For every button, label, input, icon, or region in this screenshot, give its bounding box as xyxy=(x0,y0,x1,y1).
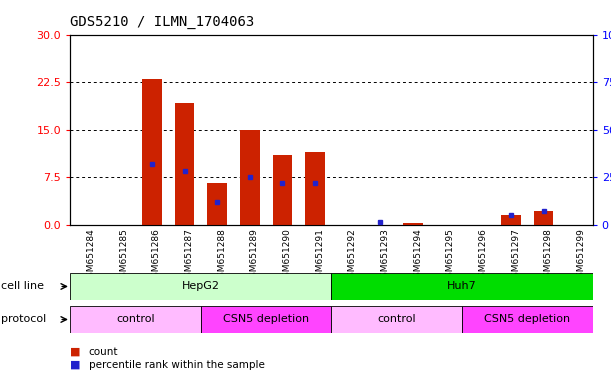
Text: CSN5 depletion: CSN5 depletion xyxy=(223,314,309,324)
Bar xyxy=(331,273,593,300)
Text: GSM651290: GSM651290 xyxy=(282,228,291,283)
Text: protocol: protocol xyxy=(1,314,46,324)
Text: control: control xyxy=(378,314,416,324)
Text: count: count xyxy=(89,347,118,357)
Bar xyxy=(331,306,462,333)
Bar xyxy=(403,223,423,225)
Bar xyxy=(70,306,201,333)
Bar xyxy=(306,152,325,225)
Bar xyxy=(70,273,331,300)
Text: GSM651285: GSM651285 xyxy=(119,228,128,283)
Text: GSM651294: GSM651294 xyxy=(413,228,422,283)
Bar xyxy=(462,306,593,333)
Text: ■: ■ xyxy=(70,360,81,370)
Text: control: control xyxy=(116,314,155,324)
Bar xyxy=(273,155,292,225)
Text: GSM651291: GSM651291 xyxy=(315,228,324,283)
Text: GSM651284: GSM651284 xyxy=(87,228,95,283)
Bar xyxy=(501,215,521,225)
Bar xyxy=(240,130,260,225)
Text: GSM651296: GSM651296 xyxy=(478,228,488,283)
Bar xyxy=(175,103,194,225)
Text: GSM651295: GSM651295 xyxy=(446,228,455,283)
Text: GSM651286: GSM651286 xyxy=(152,228,161,283)
Bar xyxy=(534,211,554,225)
Text: GDS5210 / ILMN_1704063: GDS5210 / ILMN_1704063 xyxy=(70,15,255,29)
Text: GSM651293: GSM651293 xyxy=(381,228,389,283)
Text: GSM651287: GSM651287 xyxy=(185,228,194,283)
Text: GSM651288: GSM651288 xyxy=(217,228,226,283)
Text: ■: ■ xyxy=(70,347,81,357)
Text: GSM651299: GSM651299 xyxy=(576,228,585,283)
Text: CSN5 depletion: CSN5 depletion xyxy=(485,314,571,324)
Text: GSM651292: GSM651292 xyxy=(348,228,357,283)
Text: GSM651289: GSM651289 xyxy=(250,228,259,283)
Bar xyxy=(207,184,227,225)
Bar xyxy=(142,79,162,225)
Text: Huh7: Huh7 xyxy=(447,281,477,291)
Text: cell line: cell line xyxy=(1,281,44,291)
Text: GSM651298: GSM651298 xyxy=(544,228,553,283)
Bar xyxy=(201,306,331,333)
Text: HepG2: HepG2 xyxy=(182,281,220,291)
Text: GSM651297: GSM651297 xyxy=(511,228,520,283)
Text: percentile rank within the sample: percentile rank within the sample xyxy=(89,360,265,370)
